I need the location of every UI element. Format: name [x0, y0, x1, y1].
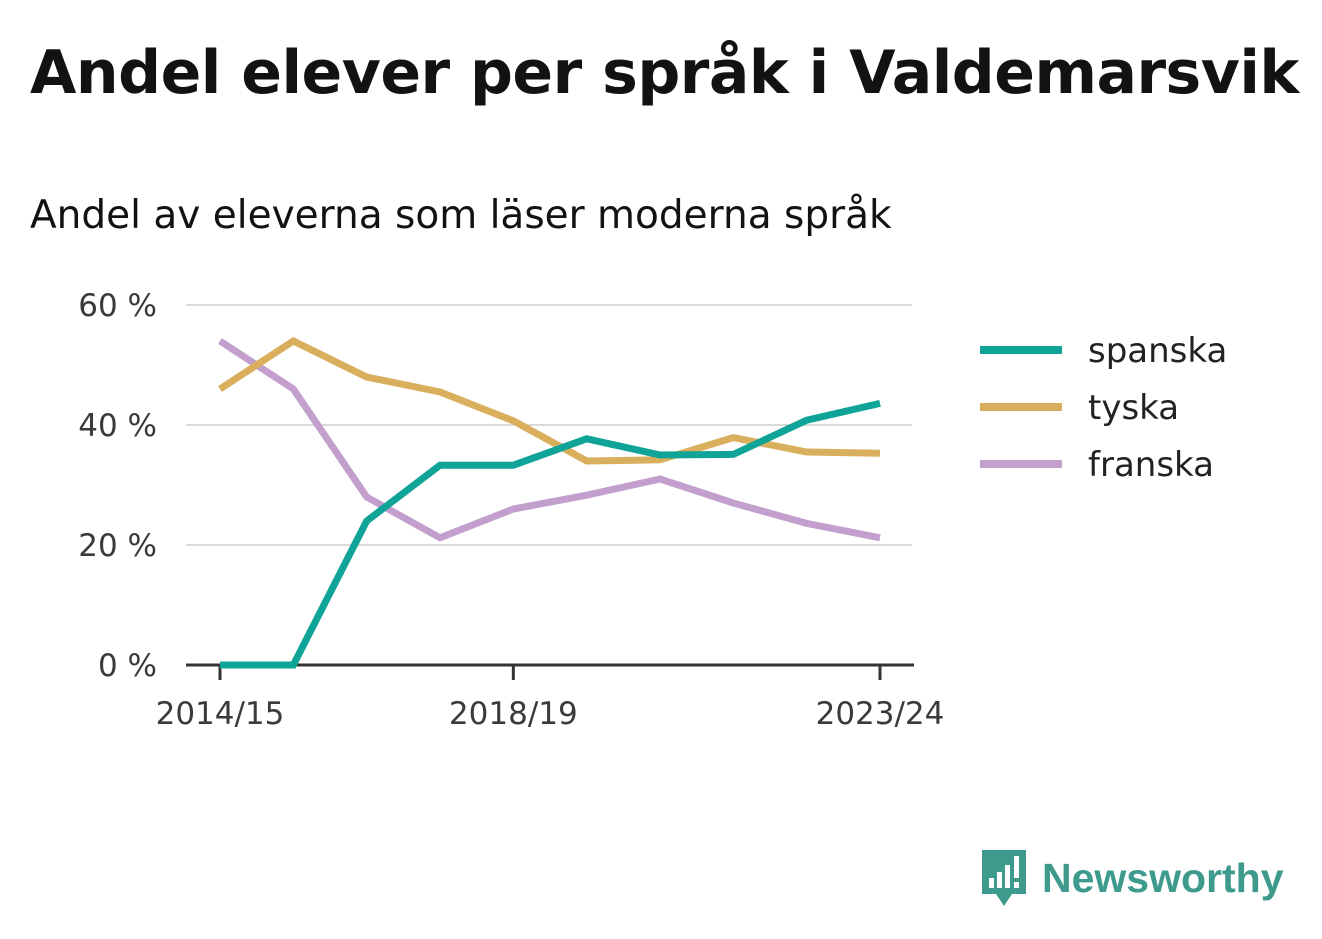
y-tick-label: 40 % [78, 408, 157, 444]
bar-chart-speech-bubble-icon [980, 848, 1028, 908]
x-tick-label: 2014/15 [156, 696, 285, 732]
x-tick-label: 2023/24 [816, 696, 945, 732]
brand-name: Newsworthy [1042, 855, 1284, 902]
legend-label-franska: franska [1088, 445, 1214, 485]
x-tick-label: 2018/19 [449, 696, 578, 732]
x-axis: 2014/15 2018/19 2023/24 [156, 665, 945, 732]
legend: spanska tyska franska [980, 331, 1227, 485]
series-lines [220, 341, 880, 665]
y-tick-label: 0 % [98, 648, 157, 684]
newsworthy-brand: Newsworthy [980, 848, 1284, 908]
y-axis-labels: 0 % 20 % 40 % 60 % [78, 288, 157, 684]
legend-label-tyska: tyska [1088, 388, 1179, 428]
line-chart: 0 % 20 % 40 % 60 % 2014/15 2018/19 2023/24 sp… [0, 0, 1322, 939]
y-tick-label: 20 % [78, 528, 157, 564]
legend-label-spanska: spanska [1088, 331, 1227, 371]
y-tick-label: 60 % [78, 288, 157, 324]
series-line-tyska [220, 341, 880, 461]
